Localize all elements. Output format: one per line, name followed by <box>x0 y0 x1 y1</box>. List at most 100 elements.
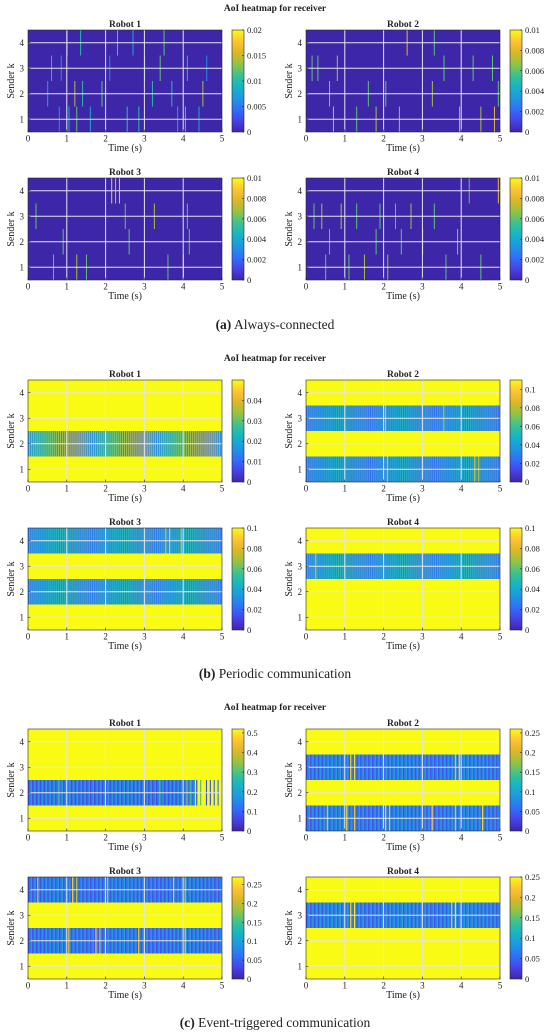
x-tick-label: 4 <box>181 484 186 494</box>
colorbar-tick-label: 0.004 <box>525 234 545 244</box>
colorbar-gradient <box>509 177 523 281</box>
grid-lines <box>306 528 500 630</box>
axes-frame <box>27 876 223 980</box>
axes-frame <box>27 29 223 133</box>
x-tick-label: 4 <box>459 134 464 144</box>
x-tick-label: 3 <box>142 134 147 144</box>
y-tick-label: 4 <box>20 388 25 398</box>
colorbar-tick-label: 0.006 <box>247 214 266 224</box>
panel-title: Robot 4 <box>387 518 419 528</box>
section-event-triggered: AoI heatmap for receiver (c) Event-trigg… <box>180 703 371 1030</box>
x-tick-label: 4 <box>459 632 464 642</box>
y-tick-label: 1 <box>20 813 25 823</box>
x-axis-label: Time (s) <box>108 990 142 1001</box>
caption-letter: (c) <box>180 1015 195 1030</box>
plot-area <box>28 729 222 831</box>
axes-frame <box>305 527 501 631</box>
y-tick-label: 2 <box>298 237 303 247</box>
x-tick-label: 0 <box>304 632 309 642</box>
colorbar-tick-label: 0.04 <box>247 584 263 594</box>
panel-title: Robot 2 <box>387 719 419 729</box>
x-tick-label: 5 <box>220 632 225 642</box>
y-tick-label: 4 <box>20 885 25 895</box>
x-axis-label: Time (s) <box>386 842 420 853</box>
y-tick-label: 2 <box>20 89 25 99</box>
y-tick-label: 4 <box>20 536 25 546</box>
x-tick-label: 3 <box>142 632 147 642</box>
x-tick-label: 2 <box>381 632 386 642</box>
x-tick-label: 4 <box>181 632 186 642</box>
y-tick-label: 4 <box>298 737 303 747</box>
y-tick-label: 4 <box>20 38 25 48</box>
x-tick-label: 4 <box>459 484 464 494</box>
colorbar-gradient <box>231 728 245 832</box>
x-tick-label: 4 <box>181 981 186 991</box>
colorbar-tick-label: 0 <box>525 477 529 487</box>
x-tick-label: 2 <box>103 632 108 642</box>
x-tick-label: 5 <box>498 484 503 494</box>
x-tick-label: 1 <box>343 282 348 292</box>
x-tick-label: 1 <box>65 484 70 494</box>
y-tick-label: 3 <box>20 910 25 920</box>
y-tick-label: 3 <box>298 413 303 423</box>
colorbar-tick-label: 0.03 <box>247 416 262 426</box>
x-tick-label: 4 <box>459 282 464 292</box>
x-axis-label: Time (s) <box>108 842 142 853</box>
grid-lines <box>306 178 500 280</box>
grid-lines <box>28 30 222 132</box>
x-tick-label: 2 <box>381 282 386 292</box>
y-tick-label: 3 <box>298 561 303 571</box>
y-tick-label: 1 <box>298 464 303 474</box>
x-tick-label: 1 <box>65 833 70 843</box>
x-tick-label: 0 <box>304 282 309 292</box>
x-tick-label: 0 <box>304 484 309 494</box>
x-tick-label: 5 <box>220 134 225 144</box>
colorbar-tick-label: 0.08 <box>525 403 540 413</box>
x-tick-label: 0 <box>26 484 31 494</box>
x-tick-label: 1 <box>65 632 70 642</box>
colorbar-tick-label: 0 <box>247 826 251 836</box>
y-axis-label: Sender k <box>6 211 17 246</box>
x-tick-label: 2 <box>103 282 108 292</box>
axes-frame <box>27 177 223 281</box>
figure-title: AoI heatmap for receiver <box>224 703 327 713</box>
panel-title: Robot 1 <box>109 20 141 30</box>
axes-frame <box>305 29 501 133</box>
colorbar-tick-label: 0.3 <box>247 767 258 777</box>
x-tick-label: 2 <box>103 134 108 144</box>
y-tick-label: 2 <box>20 439 25 449</box>
colorbar: 00.020.040.060.080.1 <box>509 523 541 635</box>
x-tick-label: 1 <box>343 632 348 642</box>
colorbar-tick-label: 0.05 <box>247 955 262 965</box>
colorbar-tick-label: 0.06 <box>525 564 540 574</box>
x-tick-label: 2 <box>103 833 108 843</box>
colorbar-tick-label: 0.5 <box>247 728 258 738</box>
axes-frame <box>305 379 501 483</box>
colorbar-tick-label: 0 <box>247 625 251 635</box>
colorbar: 00.020.040.060.080.1 <box>231 523 263 635</box>
x-tick-label: 3 <box>420 282 425 292</box>
caption-text: Event-triggered communication <box>198 1015 370 1030</box>
x-tick-label: 0 <box>304 833 309 843</box>
panel-title: Robot 3 <box>109 518 141 528</box>
heatmap-background <box>306 178 500 280</box>
x-tick-label: 3 <box>420 134 425 144</box>
x-axis-label: Time (s) <box>386 143 420 154</box>
x-axis-label: Time (s) <box>386 493 420 504</box>
panel-title: Robot 1 <box>109 370 141 380</box>
colorbar-tick-label: 0.01 <box>525 173 540 183</box>
y-axis-label: Sender k <box>6 762 17 797</box>
y-axis-label: Sender k <box>6 561 17 596</box>
colorbar-tick-label: 0.1 <box>525 384 536 394</box>
colorbar-tick-label: 0.08 <box>247 543 262 553</box>
x-axis-label: Time (s) <box>108 291 142 302</box>
y-axis-label: Sender k <box>6 910 17 945</box>
colorbar-tick-label: 0.006 <box>525 66 544 76</box>
colorbar-gradient <box>509 379 523 483</box>
x-tick-label: 5 <box>498 134 503 144</box>
section-caption: (c) Event-triggered communication <box>180 1015 371 1030</box>
colorbar-tick-label: 0 <box>525 275 529 285</box>
